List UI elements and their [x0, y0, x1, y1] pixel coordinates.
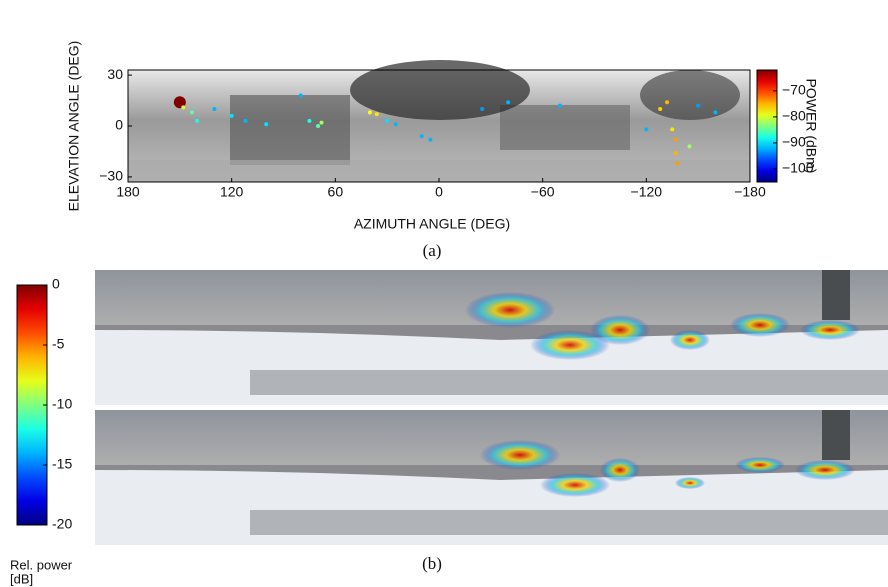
point	[658, 107, 662, 111]
page: body { margin: 0; background: #fff; font…	[0, 0, 888, 587]
x-tick-label: 180	[116, 184, 140, 200]
heat-blob	[800, 320, 860, 340]
colorbar	[757, 70, 777, 182]
x-tick-label: −60	[531, 184, 555, 200]
point	[428, 138, 432, 142]
x-tick-label: 0	[435, 184, 443, 200]
colorbar-tick-label: -10	[52, 396, 72, 412]
panorama-a	[128, 60, 750, 182]
point	[506, 100, 510, 104]
colorbar-tick-label: −90	[782, 134, 806, 150]
building	[230, 95, 350, 165]
y-tick-label: 0	[115, 117, 123, 133]
point	[644, 127, 648, 131]
point	[385, 119, 389, 123]
point	[320, 121, 324, 125]
colorbar-label: Rel. power	[10, 557, 73, 572]
point	[674, 138, 678, 142]
heat-blob	[540, 473, 610, 497]
point	[230, 114, 234, 118]
y-tick-label: −30	[99, 168, 123, 184]
building	[250, 370, 888, 395]
point	[480, 107, 484, 111]
tower	[822, 410, 850, 460]
figure: AZIMUTH ANGLE (DEG) ELEVATION ANGLE (DEG…	[0, 0, 888, 587]
heat-blob	[670, 330, 710, 350]
heat-blob	[730, 313, 790, 337]
colorbar-tick-label: -15	[52, 456, 72, 472]
point	[307, 119, 311, 123]
colorbar-tick-label: -5	[52, 336, 65, 352]
point	[195, 119, 199, 123]
colorbar-tick-label: −70	[782, 82, 806, 98]
x-tick-label: −120	[631, 184, 663, 200]
point	[420, 134, 424, 138]
caption: (b)	[422, 554, 442, 573]
point	[665, 100, 669, 104]
tower	[822, 270, 850, 320]
point	[243, 119, 247, 123]
heat-blob	[675, 477, 705, 489]
point	[696, 104, 700, 108]
page-body: {"chart_data": [ {"type": "scatter", "ca…	[0, 0, 888, 587]
point	[181, 105, 185, 109]
point	[212, 107, 216, 111]
colorbar	[17, 285, 47, 525]
point	[674, 151, 678, 155]
heat-blob	[795, 460, 855, 480]
colorbar-tick-label: −100	[782, 160, 814, 176]
point	[375, 112, 379, 116]
heat-blob	[735, 457, 785, 473]
colorbar-tick-label: −80	[782, 108, 806, 124]
point	[713, 110, 717, 114]
point	[299, 93, 303, 97]
x-tick-label: −180	[734, 184, 766, 200]
building	[250, 510, 888, 535]
colorbar-tick-label: 0	[52, 276, 60, 292]
caption: (a)	[423, 241, 442, 260]
point	[264, 122, 268, 126]
point	[675, 161, 679, 165]
colorbar-tick-label: -20	[52, 516, 72, 532]
point	[558, 104, 562, 108]
point	[394, 122, 398, 126]
building	[500, 105, 630, 150]
point	[688, 144, 692, 148]
point	[670, 127, 674, 131]
point	[190, 110, 194, 114]
x-tick-label: 60	[328, 184, 344, 200]
point	[316, 124, 320, 128]
y-tick-label: 30	[107, 66, 123, 82]
tree	[350, 60, 530, 120]
heat-blob	[590, 315, 650, 345]
heat-blob	[600, 458, 640, 482]
point	[368, 110, 372, 114]
heat-blob	[480, 440, 560, 470]
heat-blob	[465, 292, 555, 328]
y-axis-label: ELEVATION ANGLE (DEG)	[66, 41, 82, 212]
colorbar-label: [dB]	[10, 571, 33, 586]
x-axis-label: AZIMUTH ANGLE (DEG)	[354, 216, 510, 232]
x-tick-label: 120	[220, 184, 244, 200]
panorama-b	[95, 270, 888, 545]
tree	[640, 70, 740, 120]
